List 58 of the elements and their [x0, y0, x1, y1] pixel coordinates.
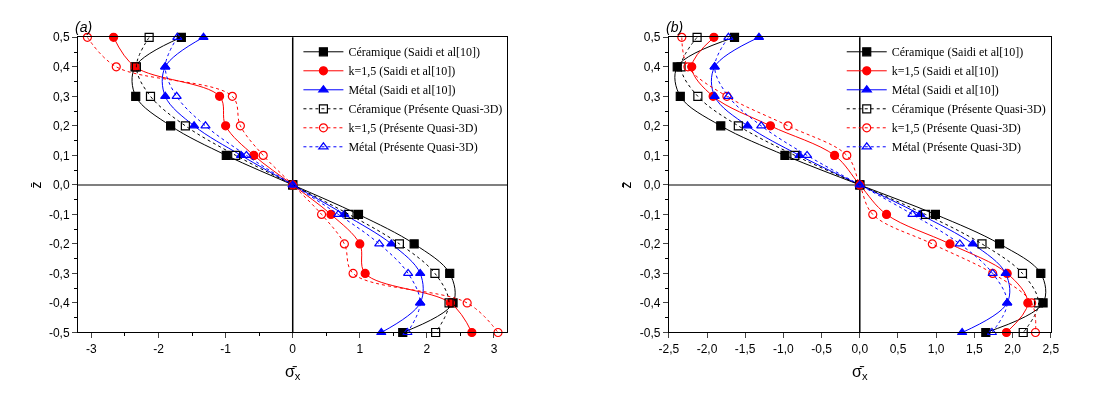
x-tick-label: -1,0	[773, 341, 795, 356]
x-tick-label: 3	[490, 341, 498, 356]
x-tick-label: -2,5	[658, 341, 680, 356]
y-tick-label: -0,1	[639, 207, 661, 222]
x-tick-label: 0	[289, 341, 297, 356]
y-tick-label: 0,1	[52, 148, 70, 163]
legend-label: Céramique (Saidi et al[10])	[891, 45, 1024, 60]
x-tick-label: 2,0	[1004, 341, 1022, 356]
y-tick-label: 0,2	[52, 119, 70, 134]
x-tick-label: -1,5	[734, 341, 756, 356]
y-tick-label: -0,2	[48, 237, 70, 252]
x-tick-label: 0,5	[889, 341, 907, 356]
legend-label: Métal (Présente Quasi-3D)	[348, 140, 478, 155]
legend-label: k=1,5 (Présente Quasi-3D)	[891, 121, 1021, 136]
y-tick-label: -0,5	[639, 325, 661, 340]
x-tick-label: -2,0	[696, 341, 718, 356]
x-tick-label: 2	[423, 341, 431, 356]
y-axis-title: z̄	[618, 181, 635, 189]
x-tick-label: 1,0	[927, 341, 945, 356]
x-tick-label: 0,0	[851, 341, 869, 356]
x-tick-label: 1	[356, 341, 364, 356]
y-tick-label: 0,4	[52, 60, 70, 75]
chart-title: (b)	[666, 19, 684, 35]
y-tick-label: -0,1	[48, 207, 70, 222]
legend-label: k=1,5 (Saidi et al[10])	[891, 64, 999, 79]
x-tick-label: -2	[153, 341, 165, 356]
legend-label: k=1,5 (Présente Quasi-3D)	[348, 121, 478, 136]
legend-label: Céramique (Présente Quasi-3D)	[891, 102, 1046, 117]
y-tick-label: -0,4	[639, 296, 661, 311]
x-tick-label: 2,5	[1042, 341, 1060, 356]
legend-label: Céramique (Saidi et al[10])	[348, 45, 481, 60]
x-axis-title: σ̄$_{x}$	[852, 362, 868, 382]
y-tick-label: 0,0	[643, 178, 661, 193]
legend-label: k=1,5 (Saidi et al[10])	[348, 64, 456, 79]
x-tick-label: -0,5	[811, 341, 833, 356]
y-tick-label: 0,1	[643, 148, 661, 163]
y-axis-title: z̄	[27, 181, 44, 189]
legend-label: Métal (Saidi et al[10])	[891, 83, 999, 98]
y-tick-label: -0,3	[639, 266, 661, 281]
y-tick-label: 0,2	[643, 119, 661, 134]
y-tick-label: 0,0	[52, 178, 70, 193]
x-axis-title: σ̄$_{x}$	[284, 362, 301, 382]
chart-title: (a)	[75, 19, 93, 35]
y-tick-label: 0,5	[643, 30, 661, 45]
y-tick-label: 0,3	[643, 89, 661, 104]
x-tick-label: -3	[86, 341, 98, 356]
y-tick-label: -0,3	[48, 266, 70, 281]
legend-label: Métal (Présente Quasi-3D)	[891, 140, 1022, 155]
y-tick-label: 0,3	[52, 89, 70, 104]
legend-label: Céramique (Présente Quasi-3D)	[348, 102, 503, 117]
y-tick-label: 0,4	[643, 60, 661, 75]
y-tick-label: 0,5	[52, 30, 70, 45]
x-tick-label: -1	[220, 341, 232, 356]
y-tick-label: -0,5	[48, 325, 70, 340]
y-tick-label: -0,4	[48, 296, 70, 311]
x-tick-label: 1,5	[966, 341, 984, 356]
legend-label: Métal (Saidi et al[10])	[348, 83, 456, 98]
y-tick-label: -0,2	[639, 237, 661, 252]
